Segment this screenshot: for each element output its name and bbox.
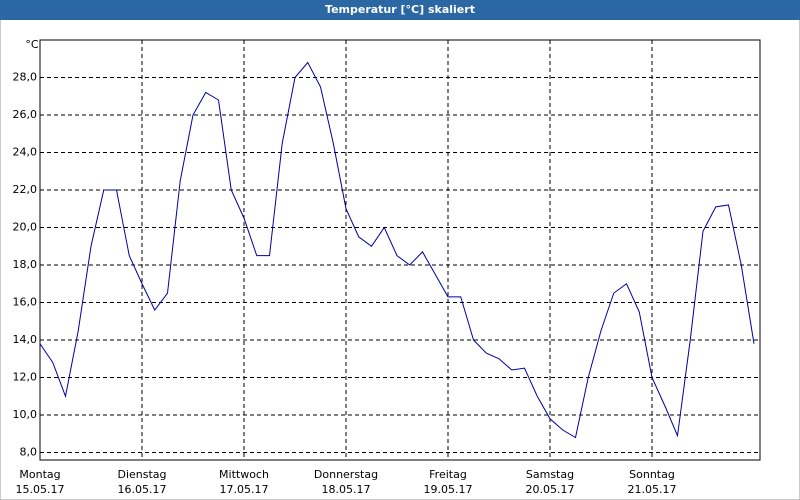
y-tick-label: 22,0: [13, 183, 38, 196]
title-bar: [0, 0, 800, 20]
y-unit: °C: [25, 38, 39, 51]
y-tick-label: 24,0: [13, 146, 38, 159]
x-date-label: 17.05.17: [220, 483, 269, 496]
y-tick-label: 16,0: [13, 296, 38, 309]
x-day-label: Donnerstag: [314, 468, 378, 481]
chart-title: Temperatur [°C] skaliert: [325, 3, 475, 16]
y-tick-label: 18,0: [13, 258, 38, 271]
x-date-label: 18.05.17: [322, 483, 371, 496]
x-date-label: 20.05.17: [526, 483, 575, 496]
x-date-label: 16.05.17: [118, 483, 167, 496]
y-tick-label: 20,0: [13, 221, 38, 234]
y-tick-label: 12,0: [13, 371, 38, 384]
y-tick-label: 26,0: [13, 108, 38, 121]
x-day-label: Freitag: [429, 468, 467, 481]
y-tick-label: 8,0: [20, 446, 38, 459]
x-day-label: Mittwoch: [219, 468, 269, 481]
x-day-label: Samstag: [526, 468, 574, 481]
x-day-label: Dienstag: [117, 468, 166, 481]
x-day-label: Sonntag: [629, 468, 675, 481]
x-day-label: Montag: [19, 468, 60, 481]
y-tick-label: 10,0: [13, 408, 38, 421]
x-date-label: 21.05.17: [628, 483, 677, 496]
x-date-label: 15.05.17: [16, 483, 65, 496]
y-tick-label: 14,0: [13, 333, 38, 346]
x-date-label: 19.05.17: [424, 483, 473, 496]
y-tick-label: 28,0: [13, 71, 38, 84]
plot-frame: [39, 39, 761, 461]
temperature-line: [39, 61, 755, 439]
